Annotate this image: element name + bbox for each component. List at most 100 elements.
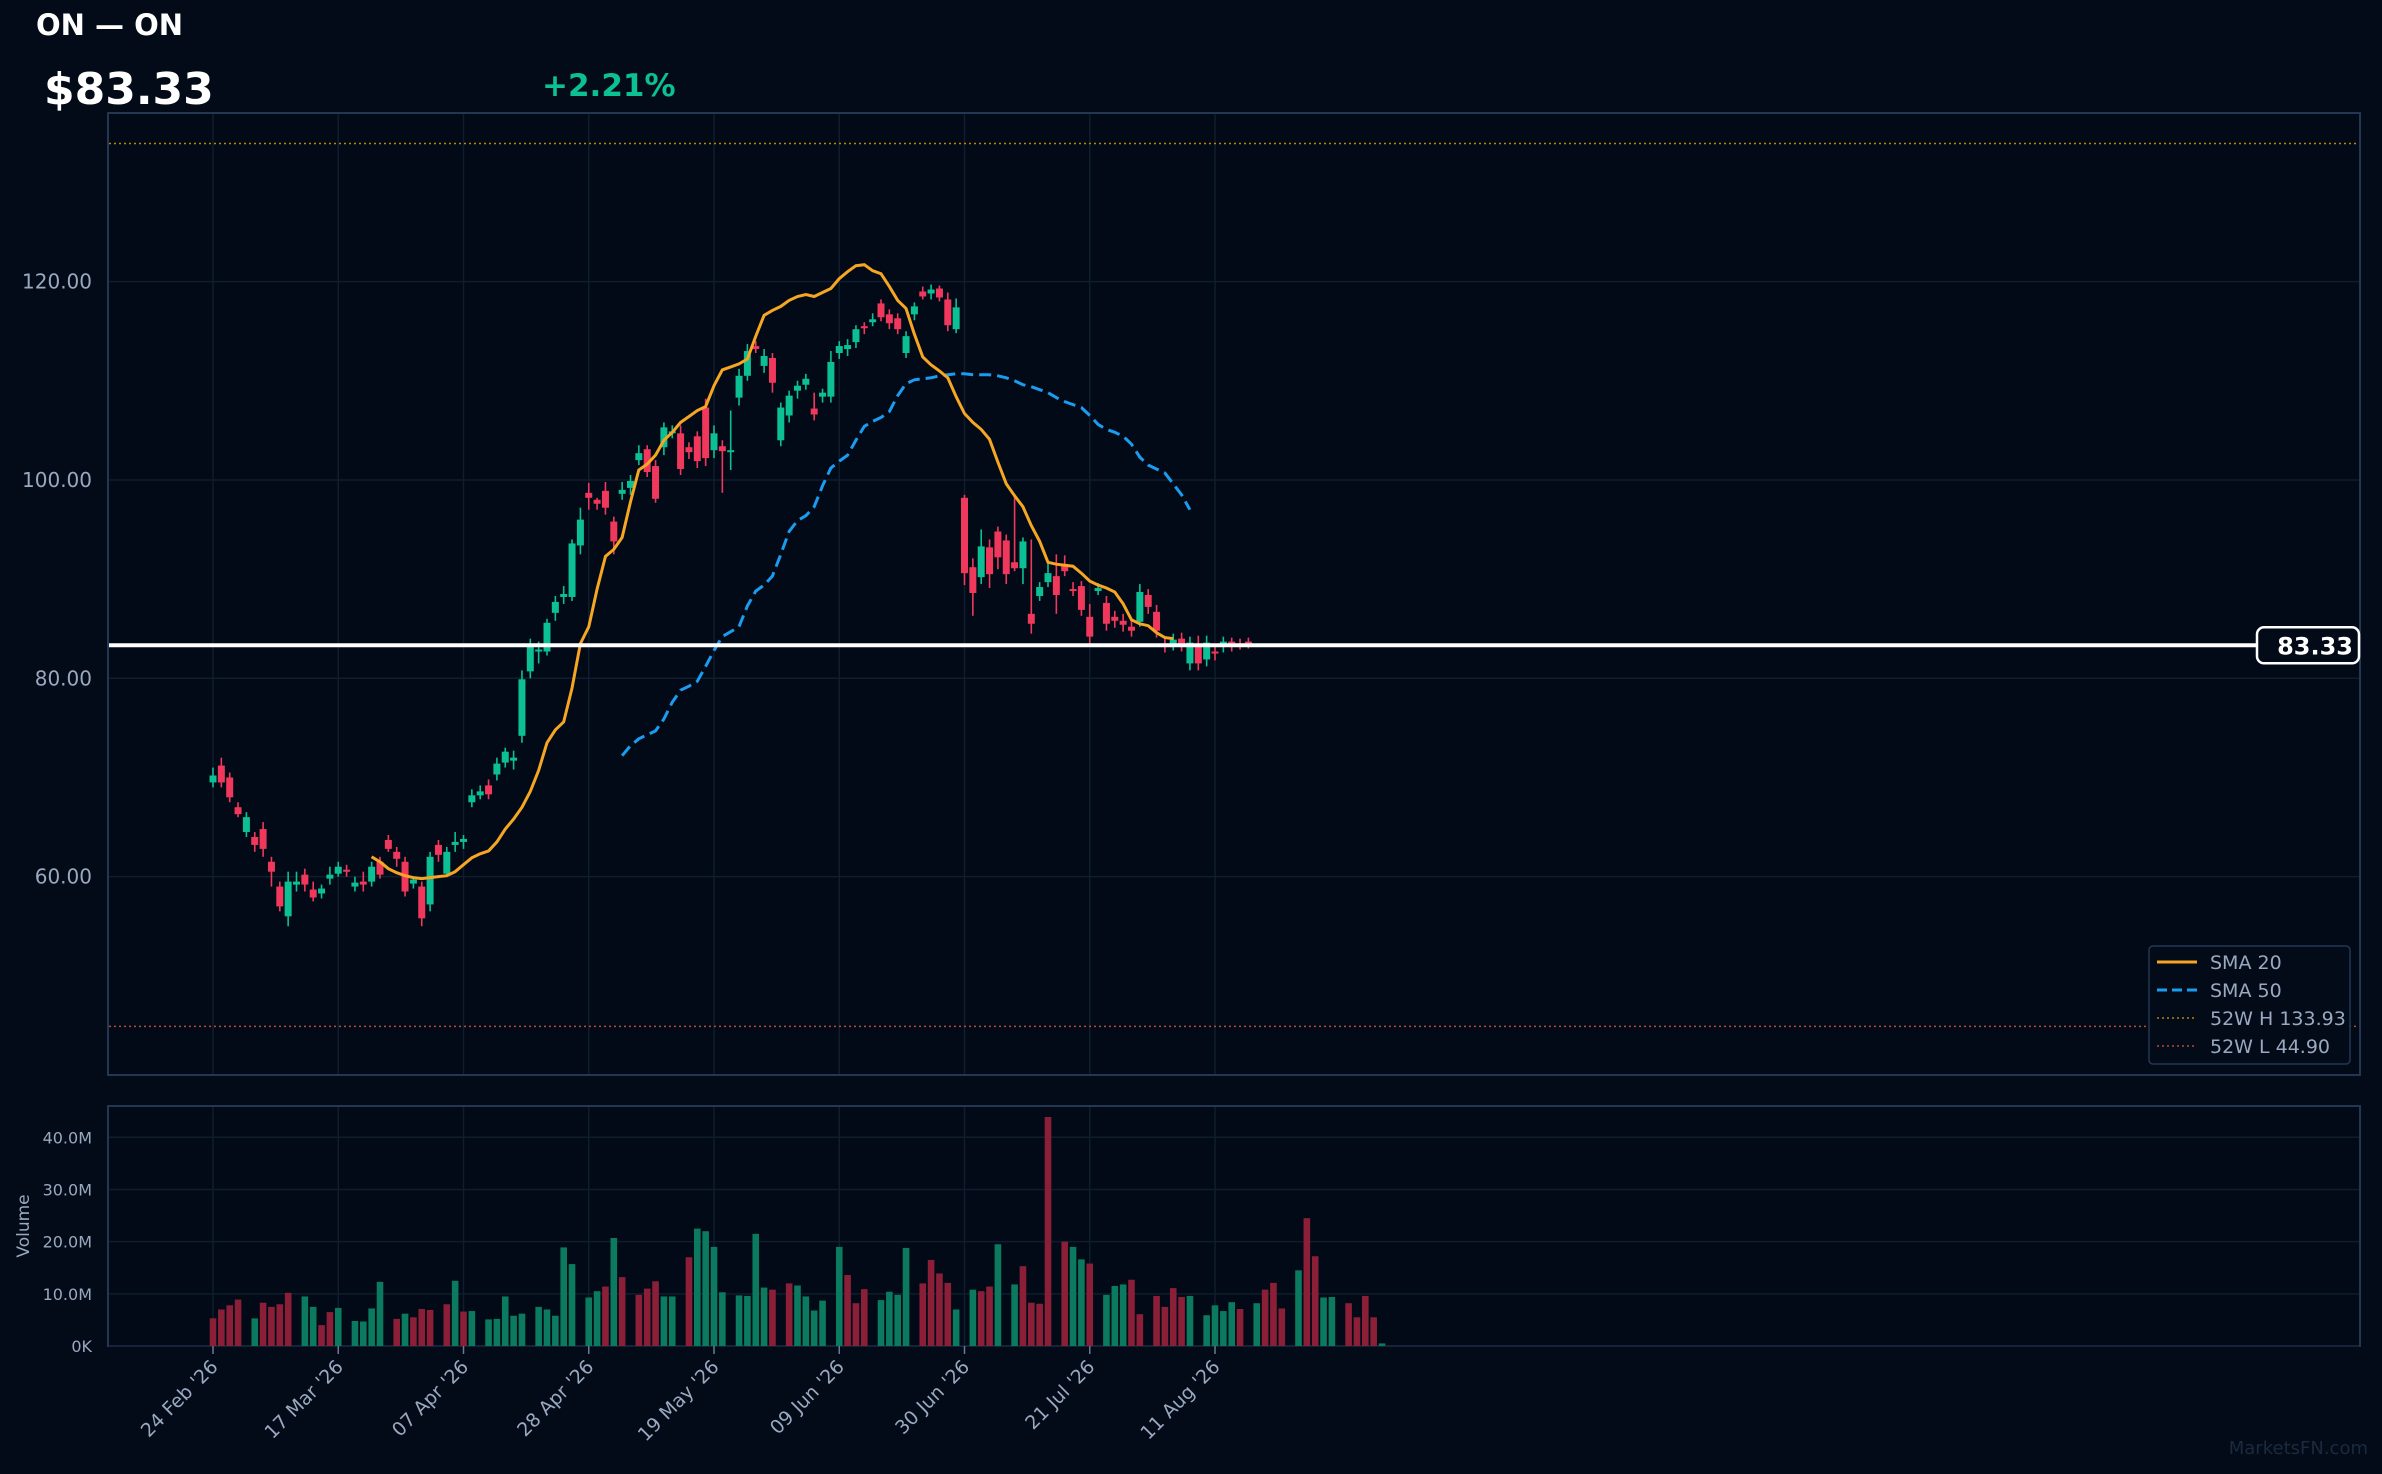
legend-box [2148, 945, 2351, 1065]
candle-body [852, 329, 860, 343]
volume-bar [835, 1246, 843, 1346]
candle-body [359, 881, 367, 885]
candle-body [677, 433, 685, 470]
candle-body [451, 841, 459, 845]
candle-body [284, 881, 292, 917]
candle-body [977, 546, 985, 578]
candle-body [535, 649, 543, 652]
volume-bar [518, 1313, 526, 1346]
volume-bar [752, 1233, 760, 1346]
candle-body [1128, 626, 1135, 631]
volume-bar [1061, 1241, 1068, 1346]
volume-bar [259, 1302, 267, 1346]
candle-body [476, 791, 484, 796]
candle-body [994, 531, 1002, 558]
candle-body [585, 492, 593, 498]
volume-bar [643, 1288, 651, 1346]
volume-bar [1253, 1303, 1261, 1346]
volume-bar [977, 1291, 985, 1346]
volume-bar [368, 1308, 375, 1346]
volume-axis-label: Volume [14, 1194, 34, 1257]
candle-body [368, 866, 376, 882]
candle-body [526, 643, 534, 672]
candle-body [735, 375, 743, 398]
volume-bar [802, 1296, 810, 1346]
candle-body [727, 450, 735, 453]
volume-bar [1220, 1311, 1227, 1346]
volume-bar [1103, 1294, 1110, 1346]
candle-body [660, 427, 668, 448]
volume-bar [593, 1291, 601, 1346]
volume-bar [719, 1292, 726, 1346]
volume-bar [1211, 1305, 1219, 1346]
volume-bar [1069, 1246, 1077, 1346]
candle-body [894, 318, 902, 330]
candle-body [810, 408, 818, 415]
candle-body [1077, 586, 1085, 610]
volume-bar [994, 1244, 1002, 1346]
candle-body [326, 874, 334, 879]
price-tick-label: 60.00 [35, 865, 92, 889]
volume-bar [326, 1312, 334, 1346]
volume-bar [952, 1309, 960, 1346]
candle-body [743, 351, 751, 376]
candle-body [1153, 611, 1161, 631]
candle-body [986, 547, 994, 575]
volume-bar [460, 1311, 467, 1346]
volume-bar [769, 1289, 776, 1346]
volume-tick-label: 0K [71, 1337, 92, 1356]
candle-body [768, 357, 776, 383]
candle-body [493, 763, 501, 775]
candle-body [1136, 592, 1144, 622]
volume-bar [1353, 1317, 1361, 1346]
candle-body [1186, 642, 1194, 664]
price-panel [107, 112, 2361, 1076]
candle-body [593, 499, 601, 504]
candle-body [627, 480, 634, 488]
volume-bar [1295, 1270, 1302, 1346]
candle-body [935, 288, 943, 298]
candle-body [752, 346, 760, 350]
legend-label: SMA 20 [2210, 952, 2282, 974]
volume-bar [268, 1306, 275, 1346]
price-change: +2.21% [542, 68, 676, 104]
volume-bar [652, 1281, 659, 1346]
volume-bar [284, 1292, 292, 1346]
candle-body [910, 306, 918, 315]
volume-bar [451, 1280, 459, 1346]
chart-title: ON — ON [36, 8, 184, 42]
candle-body [702, 407, 710, 459]
volume-bar [844, 1275, 851, 1346]
volume-bar [218, 1309, 225, 1346]
volume-bar [602, 1286, 609, 1346]
candle-body [794, 385, 801, 391]
candle-body [718, 446, 726, 452]
volume-bar [927, 1259, 935, 1346]
candle-body [844, 345, 852, 350]
volume-bar [510, 1315, 517, 1346]
volume-bar [1044, 1116, 1052, 1346]
volume-bar [276, 1304, 284, 1346]
candle-body [551, 601, 559, 613]
volume-bar [1236, 1308, 1244, 1346]
candle-body [276, 886, 284, 907]
time-tick-label: 24 Feb '26 [137, 1356, 223, 1442]
volume-bar [568, 1264, 576, 1346]
legend-label: 52W L 44.90 [2210, 1036, 2330, 1058]
volume-bar [334, 1307, 342, 1346]
volume-bar [1178, 1296, 1185, 1346]
candle-body [418, 886, 426, 919]
candle-body [393, 851, 401, 859]
volume-bar [301, 1296, 309, 1346]
volume-bar [401, 1313, 409, 1346]
time-tick-label: 30 Jun '26 [891, 1356, 974, 1439]
price-tick-label: 80.00 [35, 666, 92, 690]
volume-bar [410, 1317, 417, 1346]
candle-body [835, 346, 843, 354]
volume-bar [226, 1305, 233, 1346]
volume-bar [351, 1320, 359, 1346]
candle-body [251, 836, 259, 845]
volume-bar [1169, 1288, 1177, 1346]
candle-body [1044, 573, 1052, 583]
